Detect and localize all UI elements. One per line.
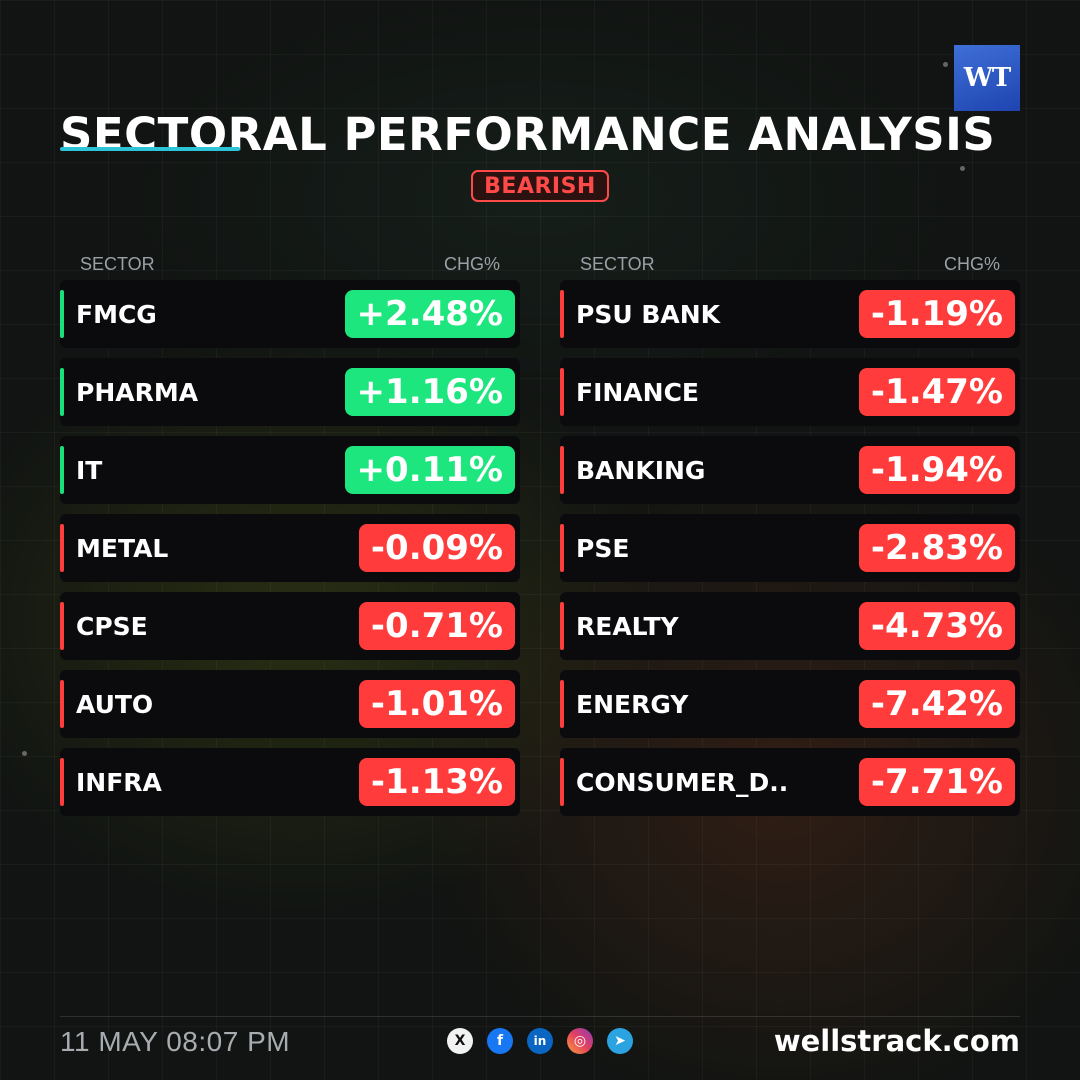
chg-header: CHG% [943,254,1000,274]
timestamp: 11 MAY 08:07 PM [60,1026,291,1057]
website-link[interactable]: wellstrack.com [773,1024,1020,1058]
direction-indicator [60,680,64,728]
change-percent-badge: -1.01% [358,680,515,728]
sector-column-left: SECTOR CHG% FMCG +2.48% PHARMA +1.16% IT +0.1… [60,254,520,826]
telegram-icon[interactable]: ➤ [607,1028,633,1054]
decor-dot [943,62,948,67]
sector-name: PSU BANK [576,299,721,329]
sector-column-right: SECTOR CHG% PSU BANK -1.19% FINANCE -1.47% B… [560,254,1020,826]
wellstrack-logo: WT [954,45,1020,111]
sector-name: BANKING [576,455,706,485]
change-percent-badge: -4.73% [858,602,1015,650]
change-percent-badge: -1.13% [358,758,515,806]
sector-name: AUTO [76,689,154,719]
sector-row: FMCG +2.48% [60,280,520,348]
sector-name: PSE [576,533,630,563]
sector-row: PSE -2.83% [560,514,1020,582]
sector-name: CPSE [76,611,148,641]
sector-name: INFRA [76,767,162,797]
direction-indicator [560,446,564,494]
sector-row: AUTO -1.01% [60,670,520,738]
decor-dot [22,751,27,756]
sector-row: BANKING -1.94% [560,436,1020,504]
direction-indicator [60,446,64,494]
direction-indicator [60,602,64,650]
footer-divider [60,1016,1020,1017]
change-percent-badge: -1.19% [858,290,1015,338]
sector-row: CONSUMER_D.. -7.71% [560,748,1020,816]
direction-indicator [60,368,64,416]
sector-row: METAL -0.09% [60,514,520,582]
change-percent-badge: -7.42% [858,680,1015,728]
direction-indicator [560,680,564,728]
instagram-icon[interactable]: ◎ [567,1028,593,1054]
change-percent-badge: -0.09% [358,524,515,572]
direction-indicator [60,290,64,338]
direction-indicator [560,290,564,338]
facebook-icon[interactable]: f [487,1028,513,1054]
sector-row: CPSE -0.71% [60,592,520,660]
change-percent-badge: -0.71% [358,602,515,650]
sector-name: REALTY [576,611,679,641]
sector-row: PHARMA +1.16% [60,358,520,426]
linkedin-icon[interactable]: in [527,1028,553,1054]
sector-row: INFRA -1.13% [60,748,520,816]
change-percent-badge: +0.11% [344,446,515,494]
sector-list: PSU BANK -1.19% FINANCE -1.47% BANKING -1.94%… [560,280,1020,816]
sector-name: CONSUMER_D.. [576,767,789,797]
sector-name: PHARMA [76,377,199,407]
sector-row: REALTY -4.73% [560,592,1020,660]
direction-indicator [560,602,564,650]
change-percent-badge: -7.71% [858,758,1015,806]
sector-row: IT +0.11% [60,436,520,504]
sector-name: ENERGY [576,689,689,719]
decor-dot [960,166,965,171]
market-sentiment-badge: BEARISH [471,170,609,202]
change-percent-badge: +1.16% [344,368,515,416]
sector-name: METAL [76,533,169,563]
direction-indicator [560,758,564,806]
change-percent-badge: -2.83% [858,524,1015,572]
title-accent-line [60,147,240,151]
change-percent-badge: +2.48% [344,290,515,338]
direction-indicator [560,524,564,572]
direction-indicator [60,524,64,572]
column-header: SECTOR CHG% [60,254,520,276]
sector-header: SECTOR [80,254,155,274]
page-title: SECTORAL PERFORMANCE ANALYSIS [60,108,996,161]
change-percent-badge: -1.94% [858,446,1015,494]
sector-row: PSU BANK -1.19% [560,280,1020,348]
chg-header: CHG% [443,254,500,274]
sector-name: IT [76,455,103,485]
sector-row: FINANCE -1.47% [560,358,1020,426]
sector-list: FMCG +2.48% PHARMA +1.16% IT +0.11% METAL -0.09… [60,280,520,816]
x-icon[interactable]: X [447,1028,473,1054]
sector-name: FMCG [76,299,157,329]
sector-row: ENERGY -7.42% [560,670,1020,738]
column-header: SECTOR CHG% [560,254,1020,276]
change-percent-badge: -1.47% [858,368,1015,416]
sector-name: FINANCE [576,377,699,407]
sector-header: SECTOR [580,254,655,274]
direction-indicator [60,758,64,806]
direction-indicator [560,368,564,416]
